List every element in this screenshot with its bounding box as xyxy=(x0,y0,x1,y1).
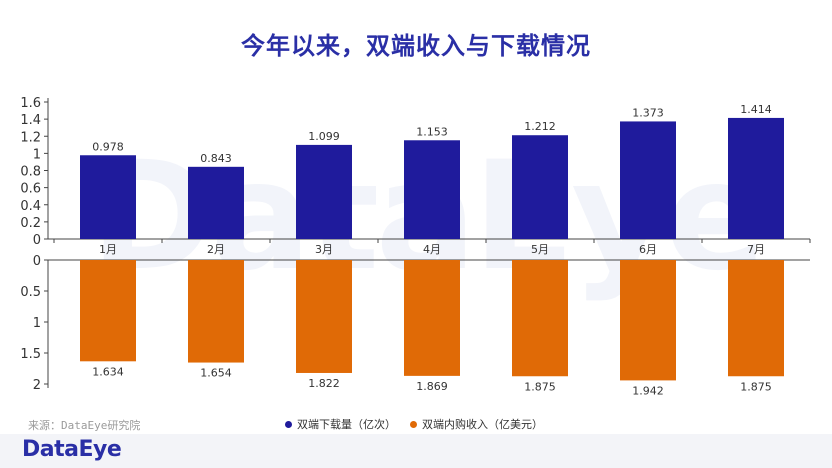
legend-item-revenue: 双端内购收入（亿美元） xyxy=(410,416,543,432)
x-category-label: 7月 xyxy=(747,243,765,256)
revenue-bar xyxy=(296,260,352,373)
revenue-value-label: 1.634 xyxy=(92,365,124,378)
top-y-tick-label: 1.6 xyxy=(20,96,41,111)
top-y-tick-label: 1 xyxy=(33,147,41,162)
x-category-label: 3月 xyxy=(315,243,333,256)
download-bar xyxy=(512,135,568,239)
revenue-bar xyxy=(512,260,568,377)
footer-logo: DataEye xyxy=(22,437,122,462)
download-bar xyxy=(404,140,460,239)
revenue-value-label: 1.869 xyxy=(416,380,448,393)
bottom-y-tick-label: 1 xyxy=(33,316,41,331)
download-bar xyxy=(296,144,352,239)
top-y-tick-label: 1.2 xyxy=(20,130,41,145)
top-y-tick-label: 0.8 xyxy=(20,165,41,180)
footer-bar: DataEye xyxy=(0,434,832,468)
top-y-tick-label: 0.2 xyxy=(20,216,41,231)
download-bar xyxy=(620,121,676,239)
revenue-value-label: 1.942 xyxy=(632,384,664,397)
revenue-bar xyxy=(188,260,244,363)
x-category-label: 1月 xyxy=(99,243,117,256)
top-y-tick-label: 0.4 xyxy=(20,199,41,214)
download-value-label: 1.153 xyxy=(416,125,448,138)
download-bar xyxy=(188,166,244,239)
revenue-bar xyxy=(404,260,460,376)
download-value-label: 1.099 xyxy=(308,130,340,143)
x-category-label: 2月 xyxy=(207,243,225,256)
top-y-tick-label: 0 xyxy=(33,233,41,248)
download-value-label: 0.843 xyxy=(200,152,232,165)
revenue-value-label: 1.654 xyxy=(200,367,232,380)
top-y-tick-label: 0.6 xyxy=(20,182,41,197)
chart-title: 今年以来，双端收入与下载情况 xyxy=(241,32,591,60)
legend-label-revenue: 双端内购收入（亿美元） xyxy=(422,418,543,431)
revenue-value-label: 1.875 xyxy=(524,380,556,393)
legend: 双端下载量（亿次） 双端内购收入（亿美元） xyxy=(285,416,543,432)
bottom-y-tick-label: 0.5 xyxy=(20,285,41,300)
download-bar xyxy=(80,155,136,239)
revenue-value-label: 1.822 xyxy=(308,377,340,390)
download-value-label: 1.373 xyxy=(632,106,664,119)
download-bar xyxy=(728,117,784,239)
legend-dot-downloads xyxy=(285,420,292,428)
download-value-label: 1.212 xyxy=(524,120,556,133)
legend-item-downloads: 双端下载量（亿次） xyxy=(285,416,396,432)
source-note: 来源：DataEye研究院 xyxy=(28,419,141,432)
bottom-y-tick-label: 1.5 xyxy=(20,347,41,362)
revenue-bar xyxy=(620,260,676,381)
download-value-label: 1.414 xyxy=(740,103,772,116)
legend-label-downloads: 双端下载量（亿次） xyxy=(297,418,396,431)
revenue-bar xyxy=(80,260,136,362)
x-category-label: 4月 xyxy=(423,243,441,256)
bottom-y-tick-label: 2 xyxy=(33,378,41,393)
revenue-bar xyxy=(728,260,784,377)
legend-dot-revenue xyxy=(410,420,417,428)
x-category-label: 6月 xyxy=(639,243,657,256)
revenue-value-label: 1.875 xyxy=(740,380,772,393)
top-y-tick-label: 1.4 xyxy=(20,113,41,128)
x-category-label: 5月 xyxy=(531,243,549,256)
bottom-y-tick-label: 0 xyxy=(33,254,41,269)
download-value-label: 0.978 xyxy=(92,140,124,153)
